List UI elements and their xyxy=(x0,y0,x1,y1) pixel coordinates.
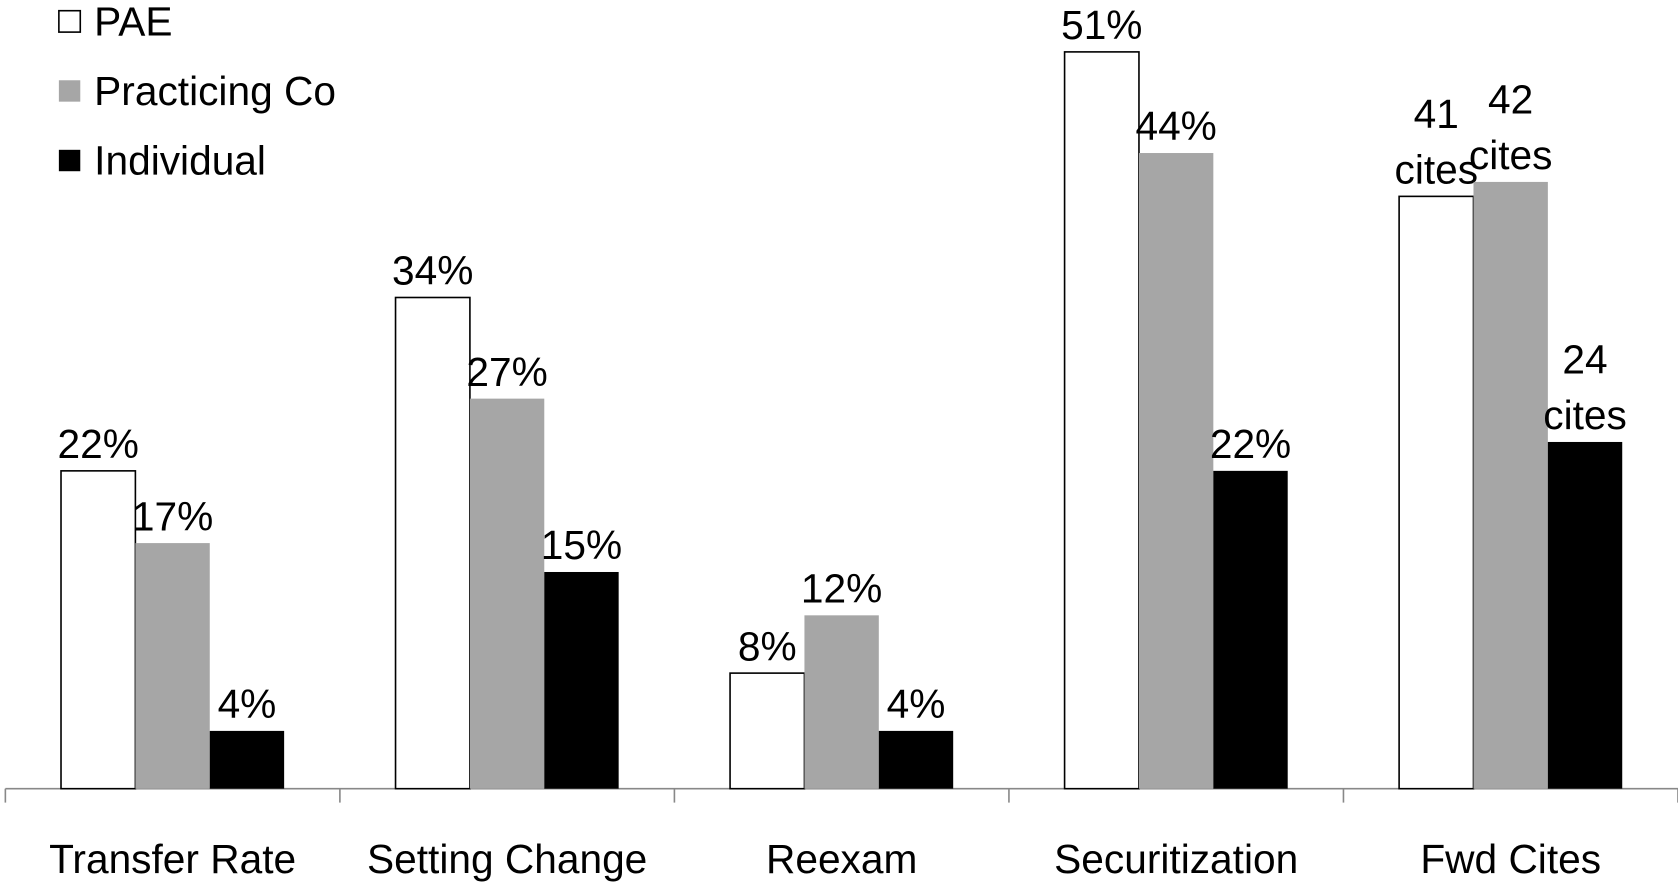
legend-swatch xyxy=(58,9,82,33)
data-label: 8% xyxy=(738,623,797,669)
data-label: 51% xyxy=(1061,2,1142,48)
bar xyxy=(1213,470,1288,789)
data-label: 4% xyxy=(887,681,946,727)
legend-swatch xyxy=(58,149,81,172)
bar xyxy=(729,672,806,790)
legend-label: PAE xyxy=(94,0,172,44)
data-label: 15% xyxy=(541,522,622,568)
data-label: 17% xyxy=(132,493,213,539)
data-label: 22% xyxy=(58,421,139,467)
data-label: 27% xyxy=(466,349,547,395)
legend-swatch xyxy=(58,80,81,102)
data-label: 42 cites xyxy=(1469,76,1553,178)
bar xyxy=(804,615,879,789)
data-label: 41 cites xyxy=(1394,91,1478,193)
x-tick-label: Securitization xyxy=(1054,836,1298,882)
bar xyxy=(1473,181,1548,789)
data-label: 44% xyxy=(1135,103,1216,149)
bar xyxy=(1547,441,1623,789)
x-tick-label: Setting Change xyxy=(367,836,647,882)
x-tick-label: Reexam xyxy=(766,836,917,882)
legend-label: Individual xyxy=(94,137,266,183)
bar xyxy=(394,296,471,790)
bar xyxy=(1063,51,1140,790)
data-label: 24 cites xyxy=(1543,336,1627,438)
data-label: 12% xyxy=(801,565,882,611)
data-label: 34% xyxy=(392,248,473,294)
bar xyxy=(135,543,210,789)
bar xyxy=(1398,195,1475,790)
bar xyxy=(544,571,619,789)
bar xyxy=(1138,153,1214,789)
data-label: 22% xyxy=(1210,421,1291,467)
bar xyxy=(878,730,954,789)
bar xyxy=(469,398,545,789)
data-label: 4% xyxy=(218,681,277,727)
bar xyxy=(209,730,285,789)
x-tick-label: Fwd Cites xyxy=(1420,836,1601,882)
legend-label: Practicing Co xyxy=(94,68,336,114)
x-tick-label: Transfer Rate xyxy=(49,836,296,882)
bar xyxy=(60,470,137,790)
